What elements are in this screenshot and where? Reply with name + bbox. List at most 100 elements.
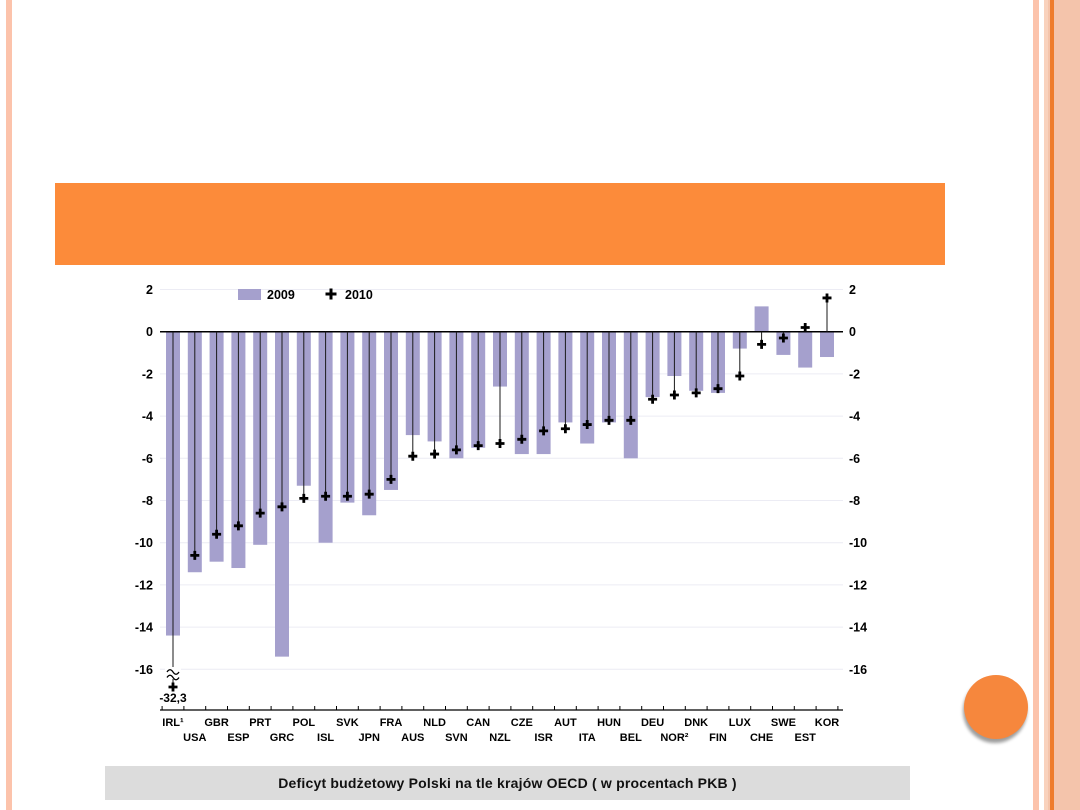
bar-2009-che — [754, 306, 769, 332]
x-label-swe: SWE — [771, 717, 796, 729]
marker-2010-swe — [778, 333, 788, 343]
y-label-left--14: -14 — [135, 621, 153, 635]
marker-2010-che — [757, 339, 767, 349]
marker-2010-usa — [190, 550, 200, 560]
x-label-bel: BEL — [620, 732, 642, 744]
marker-2010-irl — [168, 682, 178, 692]
legend-marker-2010 — [325, 288, 337, 300]
x-label-irl: IRL¹ — [162, 717, 184, 729]
marker-2010-lux — [735, 371, 745, 381]
x-label-aus: AUS — [401, 732, 424, 744]
axis-break-squiggle — [166, 674, 180, 681]
marker-2010-esp — [233, 521, 243, 531]
marker-2010-fin — [713, 384, 723, 394]
marker-2010-nor — [669, 390, 679, 400]
bar-2009-kor — [820, 331, 834, 358]
x-label-fra: FRA — [380, 717, 403, 729]
marker-2010-dnk — [691, 388, 701, 398]
y-label-right-0: 0 — [849, 325, 856, 339]
y-label-right--8: -8 — [849, 494, 860, 508]
marker-2010-hun — [604, 415, 614, 425]
x-label-dnk: DNK — [684, 717, 708, 729]
x-label-can: CAN — [466, 717, 490, 729]
y-label-right--16: -16 — [849, 663, 867, 677]
x-label-fin: FIN — [709, 732, 727, 744]
marker-2010-prt — [255, 508, 265, 518]
marker-2010-svk — [342, 491, 352, 501]
marker-2010-gbr — [212, 529, 222, 539]
deficit-chart-container: -32,3 2 2 0 0 -2 -2 -4 -4 -6 -6 -8 -8 -10 -10 -12 -12 -14… — [120, 275, 880, 760]
caption-box: Deficyt budżetowy Polski na tle krajów O… — [105, 766, 910, 800]
bar-2009-est — [798, 331, 813, 368]
marker-2010-est — [800, 322, 810, 332]
marker-2010-bel — [626, 415, 636, 425]
y-label-left--12: -12 — [135, 578, 153, 592]
axis-break-squiggle — [166, 669, 180, 675]
x-label-grc: GRC — [270, 732, 295, 744]
marker-2010-fra — [386, 474, 396, 484]
x-label-cze: CZE — [511, 717, 533, 729]
accent-circle — [964, 675, 1028, 739]
deficit-chart: -32,3 2 2 0 0 -2 -2 -4 -4 -6 -6 -8 -8 -10 -10 -12 -12 -14… — [135, 283, 867, 744]
legend-label-2010: 2010 — [345, 288, 373, 302]
legend-label-2009: 2009 — [267, 288, 295, 302]
marker-2010-deu — [648, 394, 658, 404]
marker-2010-aus — [408, 451, 418, 461]
y-label-left--4: -4 — [142, 410, 153, 424]
right-accent-stripe — [1033, 0, 1039, 810]
x-label-est: EST — [794, 732, 816, 744]
x-label-nld: NLD — [423, 717, 446, 729]
x-label-jpn: JPN — [358, 732, 379, 744]
y-label-left-0: 0 — [146, 325, 153, 339]
y-label-right--2: -2 — [849, 367, 860, 381]
y-label-left--2: -2 — [142, 367, 153, 381]
x-label-prt: PRT — [249, 717, 271, 729]
x-label-aut: AUT — [554, 717, 577, 729]
marker-2010-nld — [430, 449, 440, 459]
x-label-svn: SVN — [445, 732, 468, 744]
marker-2010-isl — [321, 491, 331, 501]
marker-2010-jpn — [364, 489, 374, 499]
y-label-right--14: -14 — [849, 621, 867, 635]
marker-2010-isr — [539, 426, 549, 436]
marker-2010-ita — [582, 420, 592, 430]
x-label-isr: ISR — [534, 732, 552, 744]
y-label-left--16: -16 — [135, 663, 153, 677]
marker-2010-cze — [517, 434, 527, 444]
y-label-right-2: 2 — [849, 283, 856, 297]
break-value-label: -32,3 — [159, 691, 187, 705]
right-band-light-stripe — [1044, 0, 1048, 810]
y-label-right--12: -12 — [849, 578, 867, 592]
y-label-right--10: -10 — [849, 536, 867, 550]
marker-2010-svn — [451, 445, 461, 455]
x-label-che: CHE — [750, 732, 773, 744]
x-label-lux: LUX — [729, 717, 752, 729]
y-label-right--6: -6 — [849, 452, 860, 466]
legend-swatch-2009 — [238, 289, 261, 300]
x-label-gbr: GBR — [204, 717, 229, 729]
x-label-esp: ESP — [227, 732, 249, 744]
x-label-isl: ISL — [317, 732, 334, 744]
x-label-hun: HUN — [597, 717, 621, 729]
x-label-kor: KOR — [815, 717, 840, 729]
marker-2010-can — [473, 441, 483, 451]
x-label-usa: USA — [183, 732, 206, 744]
x-label-ita: ITA — [579, 732, 596, 744]
left-accent-stripe — [6, 0, 12, 810]
y-label-left-2: 2 — [146, 283, 153, 297]
y-label-left--6: -6 — [142, 452, 153, 466]
right-band-orange-line — [1050, 0, 1054, 810]
y-label-right--4: -4 — [849, 410, 860, 424]
marker-2010-nzl — [495, 439, 505, 449]
x-label-nzl: NZL — [489, 732, 511, 744]
marker-2010-aut — [560, 424, 570, 434]
marker-2010-pol — [299, 493, 309, 503]
x-label-svk: SVK — [336, 717, 359, 729]
slide-title-bar — [55, 183, 945, 265]
marker-2010-kor — [822, 293, 832, 303]
chart-caption: Deficyt budżetowy Polski na tle krajów O… — [278, 775, 737, 791]
y-label-left--10: -10 — [135, 536, 153, 550]
y-label-left--8: -8 — [142, 494, 153, 508]
marker-2010-grc — [277, 502, 287, 512]
x-label-deu: DEU — [641, 717, 664, 729]
